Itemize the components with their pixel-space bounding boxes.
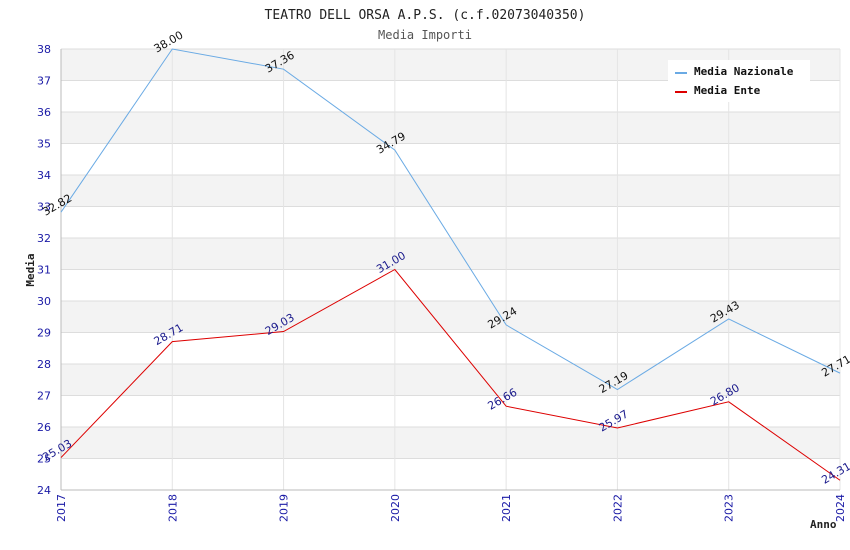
y-tick-25: 25: [37, 453, 51, 466]
x-tick-2020: 2020: [389, 494, 402, 522]
y-tick-labels: 24 25 26 27 28 29 30 31 32 33 34 35 36 37 38: [37, 43, 51, 497]
grid-band: [61, 175, 840, 207]
data-label-media-nazionale-2017: 32.82: [40, 192, 74, 219]
legend-label-media-nazionale: Media Nazionale: [694, 65, 794, 78]
x-tick-2018: 2018: [166, 494, 179, 522]
y-tick-31: 31: [37, 264, 51, 277]
chart-title: TEATRO DELL ORSA A.P.S. (c.f.02073040350…: [265, 8, 586, 23]
y-tick-27: 27: [37, 390, 51, 403]
data-label-media-ente-2024: 24.31: [819, 460, 850, 487]
y-tick-33: 33: [37, 201, 51, 214]
data-label-media-ente-2017: 25.03: [40, 437, 74, 464]
x-tick-2019: 2019: [278, 494, 291, 522]
y-tick-26: 26: [37, 421, 51, 434]
legend: Media Nazionale Media Ente: [668, 60, 810, 102]
y-tick-28: 28: [37, 358, 51, 371]
x-tick-2022: 2022: [611, 494, 624, 522]
y-tick-29: 29: [37, 327, 51, 340]
y-axis-label: Media: [24, 253, 37, 286]
y-tick-36: 36: [37, 106, 51, 119]
legend-box: [668, 60, 810, 102]
grid-band: [61, 301, 840, 333]
x-tick-2023: 2023: [723, 494, 736, 522]
series-line-media-nazionale: [60, 48, 841, 391]
series-group: [60, 48, 841, 481]
grid-band: [61, 112, 840, 144]
grid-band: [61, 427, 840, 459]
x-tick-2017: 2017: [55, 494, 68, 522]
x-tick-2024: 2024: [834, 494, 847, 522]
y-tick-37: 37: [37, 75, 51, 88]
x-tick-labels: 2017 2018 2019 2020 2021 2022 2023 2024: [55, 494, 847, 522]
grid-bands: [61, 49, 840, 459]
chart-subtitle: Media Importi: [378, 28, 472, 42]
y-tick-38: 38: [37, 43, 51, 56]
x-tick-2021: 2021: [500, 494, 513, 522]
legend-label-media-ente: Media Ente: [694, 84, 761, 97]
y-tick-30: 30: [37, 295, 51, 308]
y-tick-34: 34: [37, 169, 51, 182]
axes: [60, 49, 840, 491]
y-tick-35: 35: [37, 138, 51, 151]
y-tick-32: 32: [37, 232, 51, 245]
series-line-media-ente: [60, 268, 841, 481]
y-tick-24: 24: [37, 484, 51, 497]
grid-band: [61, 364, 840, 396]
grid-band: [61, 238, 840, 270]
x-axis-label: Anno: [810, 518, 837, 531]
